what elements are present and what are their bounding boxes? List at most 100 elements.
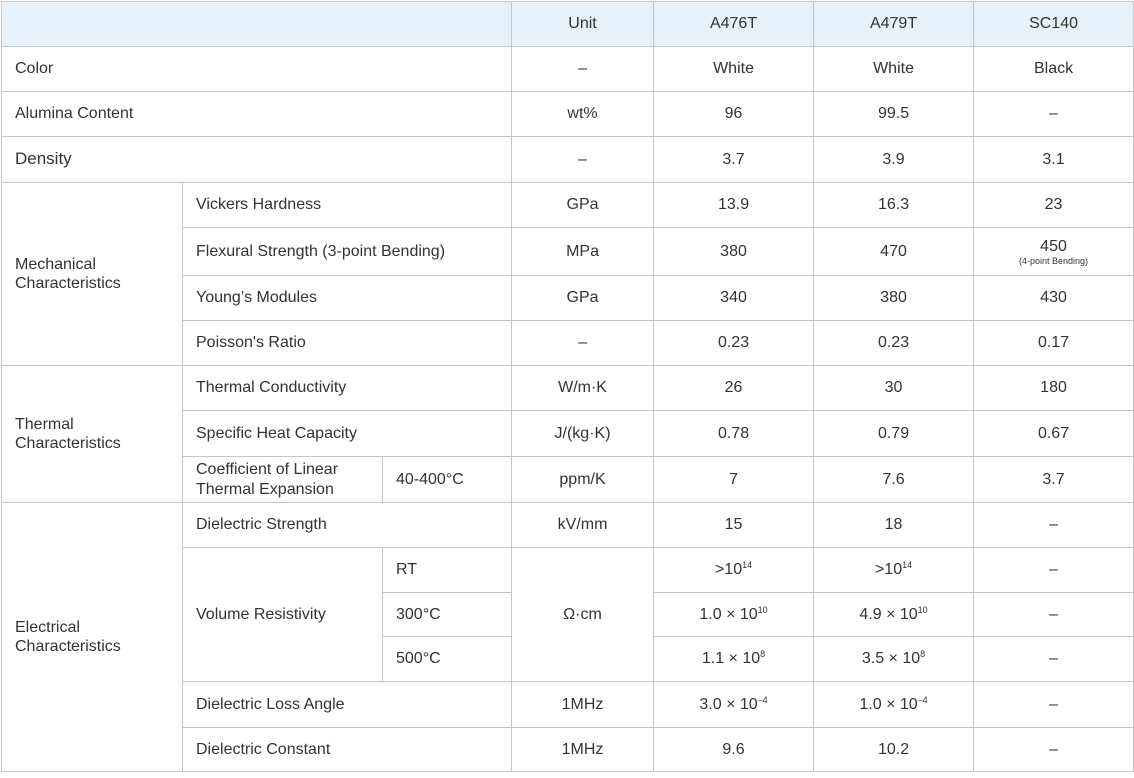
unit-cell: wt% [511,91,655,137]
a479t-cell: 7.6 [813,456,975,503]
sc140-cell: 180 [973,365,1134,411]
mantissa: 3.5 × 10 [861,650,921,668]
a479t-cell: 3.5 × 108 [813,636,975,682]
temperature-range: 40-400°C [381,456,513,503]
mantissa: 3.0 × 10 [699,695,758,713]
a476t-cell: 0.78 [653,410,815,457]
row-label: Specific Heat Capacity [181,410,513,457]
table-row-thermal-conductivity: Thermal Characteristics Thermal Conducti… [1,365,1134,503]
a476t-cell: 0.23 [653,320,815,366]
unit-cell: 1MHz [511,727,655,772]
sc140-cell: – [973,636,1134,682]
exponent: 14 [902,560,913,571]
table-row-alumina: Alumina Content wt% 96 99.5 – [0,91,1134,137]
row-label: Dielectric Constant [181,727,513,772]
table-row-color: Color – White White Black [0,46,1134,92]
a476t-cell: 3.7 [653,136,815,183]
a479t-cell: 0.23 [813,320,975,366]
mantissa: >10 [714,561,743,579]
sc140-cell: – [973,91,1134,137]
unit-cell: W/m·K [511,365,655,411]
a479t-cell: 0.79 [813,410,975,457]
unit-cell: GPa [511,275,655,321]
unit-cell: ppm/K [511,456,655,503]
header-a479t: A479T [813,1,975,47]
table-row-dielectric-strength: Electrical Characteristics Dielectric St… [1,502,1134,772]
unit-cell: J/(kg·K) [511,410,655,457]
sc140-cell: 0.17 [973,320,1134,366]
sc140-cell: 430 [973,275,1134,321]
sc140-cell: 3.1 [973,136,1134,183]
a476t-cell: 7 [653,456,815,503]
group-label-electrical: Electrical Characteristics [1,502,183,772]
a479t-cell: 99.5 [813,91,975,137]
a476t-cell: 9.6 [653,727,815,772]
header-a476t: A476T [653,1,815,47]
a476t-cell: 1.1 × 108 [653,636,815,682]
a479t-cell: 16.3 [813,182,975,228]
header-blank-cell [0,1,513,47]
sc140-cell: – [973,681,1134,728]
table-row-poisson: Poisson's Ratio – 0.23 0.23 0.17 [2,320,1134,366]
exponent: –4 [757,694,768,705]
exponent: 10 [757,604,768,615]
temperature-label: 500°C [381,636,513,682]
unit-cell: kV/mm [511,502,655,548]
a479t-cell: 30 [813,365,975,411]
a476t-cell: 340 [653,275,815,321]
exponent: 8 [760,649,766,660]
exponent: 8 [920,649,926,660]
table-row-dielectric-constant: Dielectric Constant 1MHz 9.6 10.2 – [2,727,1134,772]
sc140-cell: – [973,727,1134,772]
a479t-cell: 10.2 [813,727,975,772]
unit-cell: Ω·cm [511,547,655,682]
sc140-cell: – [973,502,1134,548]
bending-note: (4-point Bending) [1019,256,1089,267]
exponent: –4 [917,694,928,705]
sc140-cell: 450 (4-point Bending) [973,227,1134,276]
sc140-cell: 3.7 [973,456,1134,503]
table-row-loss-angle: Dielectric Loss Angle 1MHz 3.0 × 10–4 1.… [2,681,1134,728]
row-label: Vickers Hardness [181,182,513,228]
a479t-cell: 3.9 [813,136,975,183]
a479t-cell: >1014 [813,547,975,593]
a476t-cell: 380 [653,227,815,276]
table-row-youngs: Young’s Modules GPa 340 380 430 [2,275,1134,321]
header-sc140: SC140 [973,1,1134,47]
group-label-mechanical: Mechanical Characteristics [1,182,183,366]
unit-cell: – [511,136,655,183]
a479t-cell: 18 [813,502,975,548]
a476t-cell: 15 [653,502,815,548]
row-label: Color [0,46,513,92]
unit-cell: – [511,46,655,92]
mantissa: 1.0 × 10 [699,605,758,623]
a479t-cell: 380 [813,275,975,321]
mantissa: 1.0 × 10 [859,695,918,713]
row-label: Coefficient of Linear Thermal Expansion [182,456,383,503]
row-label: Density [0,136,513,183]
table-row-thermal-expansion: Coefficient of Linear Thermal Expansion … [2,456,1134,503]
header-unit: Unit [511,1,655,47]
sc140-cell: – [973,547,1134,593]
a476t-cell: >1014 [653,547,815,593]
row-label: Alumina Content [0,91,513,137]
exponent: 10 [917,604,928,615]
table-row-vickers: Mechanical Characteristics Vickers Hardn… [1,182,1134,366]
sc140-cell: 0.67 [973,410,1134,457]
mantissa: 4.9 × 10 [859,605,918,623]
a479t-cell: 4.9 × 1010 [813,592,975,637]
a476t-cell: 13.9 [653,182,815,228]
temperature-label: 300°C [381,592,513,637]
a476t-cell: 3.0 × 10–4 [653,681,815,728]
unit-cell: – [511,320,655,366]
temperature-label: RT [381,547,513,593]
row-label: Poisson's Ratio [181,320,513,366]
row-label: Dielectric Strength [181,502,513,548]
a476t-cell: White [653,46,815,92]
a479t-cell: 470 [813,227,975,276]
mantissa: >10 [874,561,903,579]
group-label-thermal: Thermal Characteristics [1,365,183,503]
unit-cell: MPa [511,227,655,276]
header-row: Unit A476T A479T SC140 [0,1,1134,47]
